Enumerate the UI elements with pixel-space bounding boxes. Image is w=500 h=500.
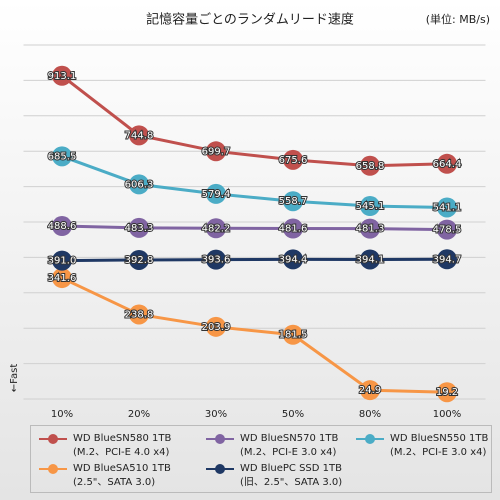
legend-item: WD BlueSN550 1TB (M.2、PCI-E 3.0 x4)	[354, 432, 488, 460]
x-tick-label: 30%	[205, 409, 227, 420]
legend-marker	[215, 434, 225, 444]
value-label: 203.9	[202, 322, 231, 333]
series-line	[61, 154, 448, 209]
legend-label: WD BlueSN570 1TB (M.2、PCI-E 3.0 x4)	[240, 433, 339, 458]
x-tick-label: 50%	[282, 409, 304, 420]
marker	[360, 218, 380, 239]
marker	[360, 380, 380, 401]
value-label: 181.5	[279, 330, 308, 341]
marker	[52, 65, 72, 86]
value-label: 393.6	[202, 255, 231, 266]
value-label: 675.6	[279, 155, 308, 166]
value-label: 481.3	[356, 224, 385, 235]
x-tick-label: 20%	[128, 409, 150, 420]
value-label: 481.6	[279, 224, 308, 235]
marker	[52, 250, 72, 271]
marker	[283, 149, 303, 170]
value-label: 658.8	[356, 161, 385, 172]
marker	[129, 304, 149, 325]
value-label: 541.1	[433, 202, 462, 213]
legend-item: WD BlueSN580 1TB (M.2、PCI-E 4.0 x4)	[37, 432, 171, 460]
marker	[129, 174, 149, 195]
value-label: 394.7	[433, 254, 462, 265]
value-label: 664.4	[433, 159, 462, 170]
value-label: 606.3	[125, 179, 154, 190]
value-label: 482.2	[202, 223, 231, 234]
value-label: 391.0	[48, 256, 77, 267]
value-label: 488.6	[48, 221, 77, 232]
value-label: 392.8	[125, 255, 154, 266]
series-line	[61, 257, 448, 263]
value-label: 19.2	[436, 387, 458, 398]
value-label: 394.4	[279, 254, 308, 265]
value-label: 685.5	[48, 151, 77, 162]
marker	[129, 125, 149, 146]
series-line	[61, 74, 448, 168]
value-label: 579.4	[202, 189, 231, 200]
legend-marker	[215, 464, 225, 474]
marker	[437, 197, 457, 218]
legend-marker	[48, 464, 58, 474]
marker	[52, 216, 72, 237]
marker	[283, 218, 303, 239]
legend-marker	[48, 434, 58, 444]
value-label: 545.1	[356, 201, 385, 212]
x-tick-label: 10%	[51, 409, 73, 420]
value-label: 238.8	[125, 309, 154, 320]
series-line	[61, 224, 448, 232]
legend-label: WD BluePC SSD 1TB (旧、2.5"、SATA 3.0)	[240, 463, 343, 488]
legend-item: WD BlueSA510 1TB (2.5"、SATA 3.0)	[37, 462, 171, 490]
marker	[437, 219, 457, 240]
unit-label: (単位: MB/s)	[426, 12, 490, 26]
marker	[437, 249, 457, 270]
marker	[283, 191, 303, 212]
value-label: 483.3	[125, 223, 154, 234]
marker	[360, 196, 380, 217]
marker	[206, 183, 226, 204]
legend-item: WD BlueSN570 1TB (M.2、PCI-E 3.0 x4)	[204, 432, 338, 460]
legend-label: WD BlueSA510 1TB (2.5"、SATA 3.0)	[73, 463, 171, 488]
marker	[283, 324, 303, 345]
marker	[206, 316, 226, 337]
legend: WD BlueSN580 1TB (M.2、PCI-E 4.0 x4) WD Bl…	[30, 425, 492, 493]
marker	[206, 249, 226, 270]
x-tick-label: 100%	[433, 409, 462, 420]
marker	[52, 268, 72, 289]
marker	[437, 382, 457, 403]
marker	[129, 217, 149, 238]
legend-item: WD BluePC SSD 1TB (旧、2.5"、SATA 3.0)	[204, 462, 342, 490]
value-label: 699.7	[202, 146, 231, 157]
marker	[129, 249, 149, 270]
marker	[52, 146, 72, 167]
legend-label: WD BlueSN550 1TB (M.2、PCI-E 3.0 x4)	[390, 433, 489, 458]
value-label: 341.6	[48, 273, 77, 284]
marker	[206, 218, 226, 239]
y-axis-label: ←Fast	[9, 364, 20, 393]
value-label: 744.8	[125, 130, 154, 141]
value-label: 558.7	[279, 196, 308, 207]
series-line	[61, 276, 448, 394]
chart-title: 記憶容量ごとのランダムリード速度	[146, 12, 354, 28]
marker	[360, 249, 380, 270]
legend-marker	[365, 434, 375, 444]
legend-label: WD BlueSN580 1TB (M.2、PCI-E 4.0 x4)	[73, 433, 172, 458]
marker	[360, 155, 380, 176]
marker	[283, 249, 303, 270]
marker	[437, 153, 457, 174]
x-tick-label: 80%	[359, 409, 381, 420]
value-label: 24.9	[359, 385, 381, 396]
value-label: 394.1	[356, 254, 385, 265]
value-label: 478.5	[433, 225, 462, 236]
value-label: 913.1	[48, 71, 77, 82]
marker	[206, 141, 226, 162]
